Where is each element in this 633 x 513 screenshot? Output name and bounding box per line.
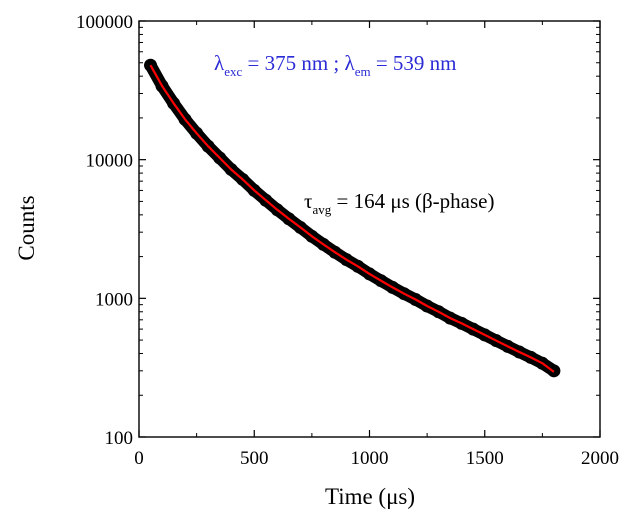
annotation-text: = 539 nm	[371, 51, 457, 75]
annotation-text: λ	[345, 51, 356, 75]
y-tick-label: 10000	[86, 151, 134, 172]
annotation-subscript: avg	[312, 202, 331, 217]
x-axis-label: Time (μs)	[325, 484, 415, 509]
annotation-text: = 375 nm ;	[242, 51, 344, 75]
fit-line-layer	[149, 64, 555, 373]
lifetime-annotation: τavg = 164 μs (β-phase)	[304, 189, 495, 217]
x-tick-label: 1000	[351, 448, 389, 469]
fit-line	[149, 64, 555, 373]
data-trace	[144, 59, 560, 377]
marks	[144, 58, 561, 378]
x-tick-label: 500	[240, 448, 269, 469]
annotation-subscript: em	[355, 64, 371, 79]
x-tick-label: 0	[134, 448, 144, 469]
y-tick-label: 1000	[95, 289, 133, 310]
annotation-text: = 164 μs (β-phase)	[331, 189, 494, 213]
x-tick-label: 2000	[581, 448, 619, 469]
y-tick-label: 100000	[76, 12, 133, 33]
y-axis-label: Counts	[14, 195, 39, 260]
y-tick-label: 100	[105, 428, 134, 449]
excitation-emission-annotation: λexc = 375 nm ; λem = 539 nm	[214, 51, 457, 79]
plot-frame	[138, 20, 601, 438]
annotation-text: λ	[214, 51, 225, 75]
labels: Time (μs) Counts	[14, 195, 415, 509]
annotation-subscript: exc	[224, 64, 242, 79]
axes: 0 500 1000 1500 2000 100 1000 10000 100000	[76, 12, 619, 469]
x-tick-label: 1500	[466, 448, 504, 469]
tau-symbol: τ	[304, 189, 312, 213]
